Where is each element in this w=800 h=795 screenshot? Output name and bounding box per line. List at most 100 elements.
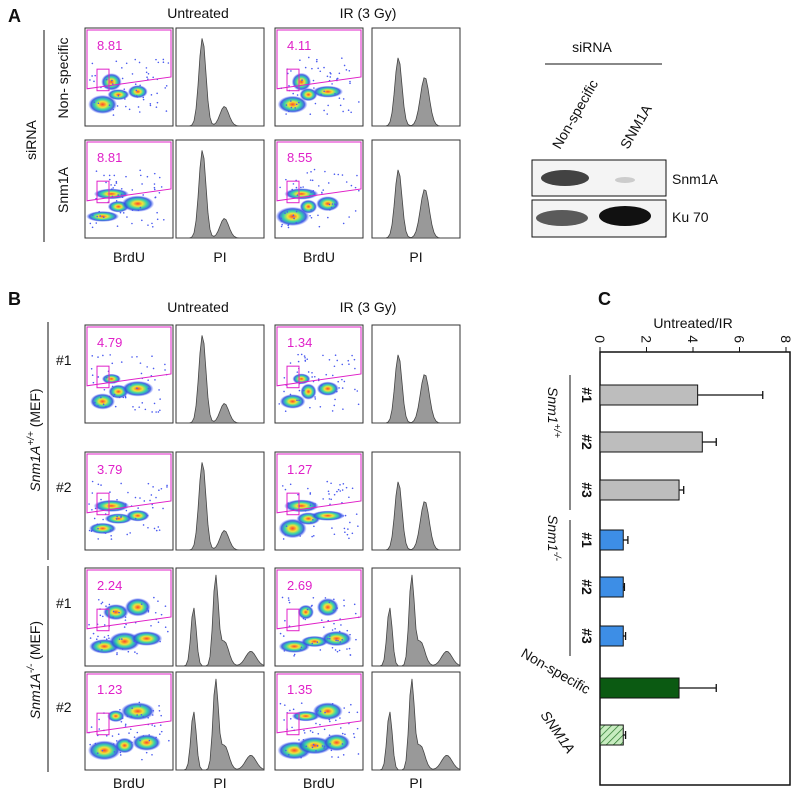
cell-dot: [136, 652, 138, 655]
cell-dot: [99, 641, 102, 644]
cell-dot: [283, 390, 285, 393]
cell-dot: [160, 487, 163, 490]
cell-dot: [342, 483, 345, 485]
cell-dot: [155, 106, 158, 108]
cell-dot: [328, 601, 331, 604]
gate-inner: [96, 180, 110, 204]
cell-dot: [319, 710, 322, 713]
cell-dot: [125, 509, 128, 512]
cell-dot: [110, 188, 113, 190]
cell-dot: [304, 356, 306, 359]
cell-dot: [155, 736, 157, 739]
cell-dot: [287, 502, 290, 505]
cell-dot: [340, 624, 342, 626]
bar: [599, 576, 624, 598]
cell-dot: [119, 751, 122, 754]
cell-dot: [284, 619, 286, 622]
cell-dot: [313, 525, 315, 528]
cell-dot: [139, 169, 141, 172]
cell-dot: [129, 532, 131, 534]
bar: [599, 479, 680, 501]
cell-dot: [305, 745, 308, 748]
cell-dot: [158, 489, 160, 492]
cell-dot: [351, 354, 353, 357]
lane-label: Non-specific: [549, 77, 601, 152]
gate-percentage: 1.34: [287, 335, 312, 350]
cell-dot: [354, 186, 357, 189]
cell-dot: [331, 702, 334, 705]
cell-dot: [341, 57, 343, 59]
cell-dot: [89, 79, 91, 81]
cell-dot: [127, 650, 130, 653]
cell-dot: [281, 101, 283, 104]
cell-dot: [289, 717, 292, 720]
cell-density: [300, 383, 317, 400]
cell-dot: [157, 61, 160, 64]
cell-dot: [135, 89, 138, 92]
cell-density: [284, 188, 319, 200]
cell-dot: [96, 215, 98, 218]
cell-dot: [153, 527, 156, 530]
cell-dot: [349, 80, 351, 83]
cell-dot: [160, 613, 163, 616]
category-label: #3: [579, 628, 595, 644]
cell-dot: [304, 66, 307, 69]
cell-dot: [89, 637, 92, 639]
cell-dot: [94, 742, 97, 745]
cell-dot: [329, 209, 331, 211]
cell-dot: [147, 72, 150, 75]
cell-dot: [110, 184, 112, 186]
cell-dot: [134, 83, 137, 86]
cell-dot: [341, 378, 343, 381]
cell-dot: [166, 484, 168, 487]
cell-dot: [299, 648, 302, 651]
cell-dot: [348, 363, 350, 366]
cell-dot: [115, 182, 118, 184]
cell-dot: [91, 480, 94, 483]
cell-dot: [335, 390, 338, 393]
cell-dot: [283, 704, 286, 706]
cell-dot: [331, 756, 333, 758]
cell-dot: [356, 711, 359, 714]
cell-dot: [158, 705, 160, 707]
cell-dot: [339, 104, 342, 107]
cell-dot: [307, 487, 309, 490]
cell-density: [101, 73, 122, 91]
cell-dot: [95, 170, 98, 172]
cell-dot: [153, 183, 156, 185]
cell-dot: [148, 734, 150, 736]
cell-dot: [302, 738, 305, 741]
cell-dot: [118, 611, 120, 614]
cell-dot: [115, 180, 118, 183]
cell-dot: [309, 406, 311, 409]
cell-dot: [142, 96, 145, 99]
cell-dot: [115, 745, 118, 748]
cell-dot: [128, 740, 130, 743]
cell-dot: [327, 216, 329, 219]
cell-dot: [128, 732, 130, 734]
cell-dot: [110, 534, 112, 537]
cell-dot: [283, 376, 286, 379]
cell-dot: [95, 222, 98, 224]
cell-dot: [154, 196, 157, 199]
histogram-frame: [175, 139, 265, 239]
cell-dot: [91, 62, 94, 65]
cell-dot: [292, 508, 295, 511]
cell-density: [297, 604, 314, 620]
cell-dot: [98, 718, 100, 721]
x-tick-label: 4: [685, 335, 701, 343]
cell-dot: [96, 523, 99, 526]
cell-dot: [311, 67, 313, 70]
histogram: [372, 169, 460, 239]
cell-dot: [132, 405, 134, 408]
cell-dot: [348, 647, 351, 650]
cell-dot: [317, 67, 319, 70]
cell-dot: [293, 653, 296, 656]
cell-dot: [108, 174, 111, 177]
cell-dot: [110, 538, 113, 540]
cell-dot: [124, 395, 127, 398]
cell-dot: [287, 597, 290, 599]
cell-dot: [103, 174, 105, 177]
cell-dot: [125, 62, 128, 65]
cell-dot: [131, 707, 133, 709]
